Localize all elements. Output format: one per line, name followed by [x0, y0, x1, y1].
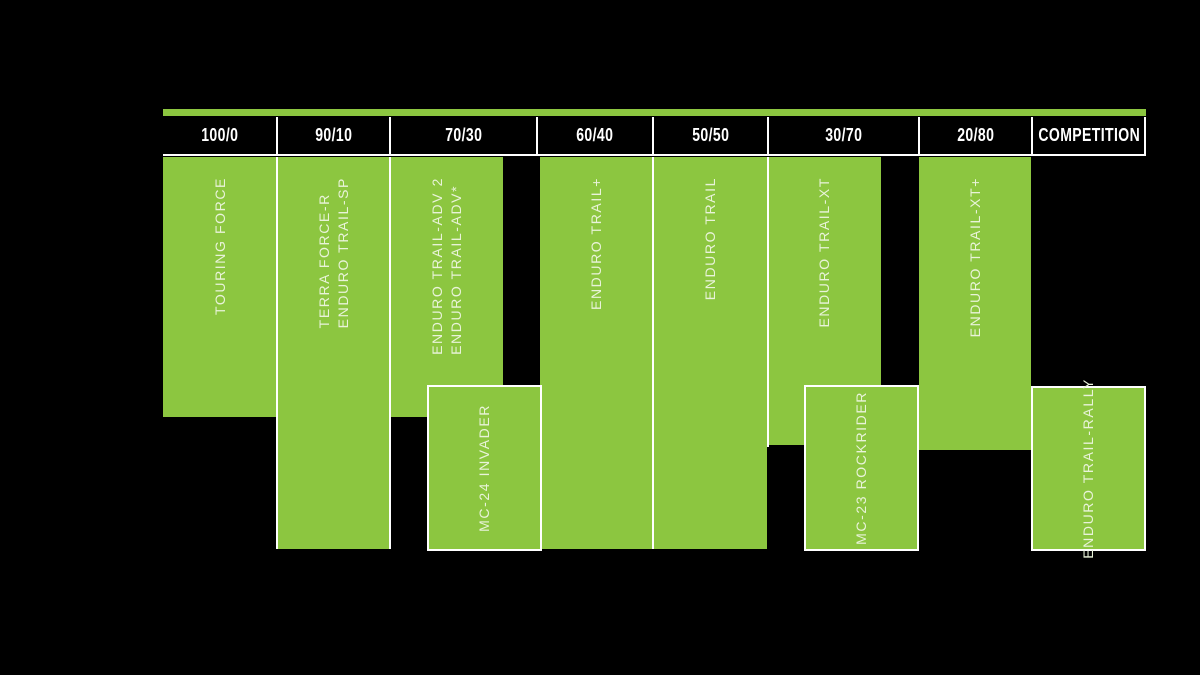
column-header-label: 20/80	[956, 125, 995, 145]
column-divider	[536, 117, 538, 155]
bar-divider	[276, 157, 278, 549]
column-header-label: 60/40	[576, 125, 614, 145]
bar-label: ENDURO TRAIL	[701, 177, 718, 301]
bar-label: MC-23 ROCKRIDER	[853, 391, 870, 545]
column-divider	[1144, 117, 1146, 155]
bar-enduro-trail-rally: ENDURO TRAIL-RALLY	[1031, 378, 1146, 559]
column-divider	[1031, 117, 1033, 155]
bar-terra-force-r: TERRA FORCE-R ENDURO TRAIL-SP	[277, 157, 390, 549]
column-header-label: 70/30	[444, 125, 483, 145]
bar-label: ENDURO TRAIL+	[587, 177, 604, 310]
column-divider	[389, 117, 391, 155]
column-header-100-0: 100/0	[163, 117, 277, 154]
column-header-label: COMPETITION	[1038, 125, 1140, 145]
column-header-50-50: 50/50	[653, 117, 768, 154]
header-accent-line	[163, 109, 1146, 116]
column-header-20-80: 20/80	[919, 117, 1032, 154]
bar-mc-23-rockrider: MC-23 ROCKRIDER	[804, 385, 919, 551]
column-header-label: 50/50	[691, 125, 730, 145]
column-header-30-70: 30/70	[768, 117, 919, 154]
bar-divider	[652, 157, 654, 549]
column-divider	[918, 117, 920, 155]
bar-label: ENDURO TRAIL-XT+	[966, 177, 983, 338]
bar-enduro-trail-xt-plus: ENDURO TRAIL-XT+	[919, 157, 1031, 450]
column-divider	[652, 117, 654, 155]
bar-enduro-trail: ENDURO TRAIL	[653, 157, 767, 549]
bar-label: ENDURO TRAIL-XT	[816, 177, 833, 328]
bar-label: TERRA FORCE-R ENDURO TRAIL-SP	[315, 177, 351, 329]
bar-label: ENDURO TRAIL-ADV 2 ENDURO TRAIL-ADV*	[429, 177, 464, 355]
bar-touring-force: TOURING FORCE	[163, 157, 277, 417]
column-header-90-10: 90/10	[277, 117, 390, 154]
column-divider	[276, 117, 278, 155]
header-underline	[163, 154, 1146, 156]
column-header-label: 90/10	[314, 125, 353, 145]
bar-mc-24-invader: MC-24 INVADER	[427, 385, 542, 551]
bar-divider	[389, 157, 391, 549]
bar-enduro-trail-adv: ENDURO TRAIL-ADV 2 ENDURO TRAIL-ADV*	[391, 157, 503, 417]
column-header-label: 30/70	[824, 125, 863, 145]
bar-label: MC-24 INVADER	[476, 404, 493, 532]
bar-enduro-trail-plus: ENDURO TRAIL+	[540, 157, 652, 549]
bar-label: TOURING FORCE	[211, 177, 228, 315]
column-header-label: 100/0	[201, 125, 239, 145]
bar-label: ENDURO TRAIL-RALLY	[1080, 378, 1097, 559]
column-divider	[767, 117, 769, 155]
bar-divider	[767, 157, 769, 447]
column-header-60-40: 60/40	[537, 117, 653, 154]
column-header-70-30: 70/30	[390, 117, 537, 154]
column-header-competition: COMPETITION	[1032, 117, 1146, 154]
